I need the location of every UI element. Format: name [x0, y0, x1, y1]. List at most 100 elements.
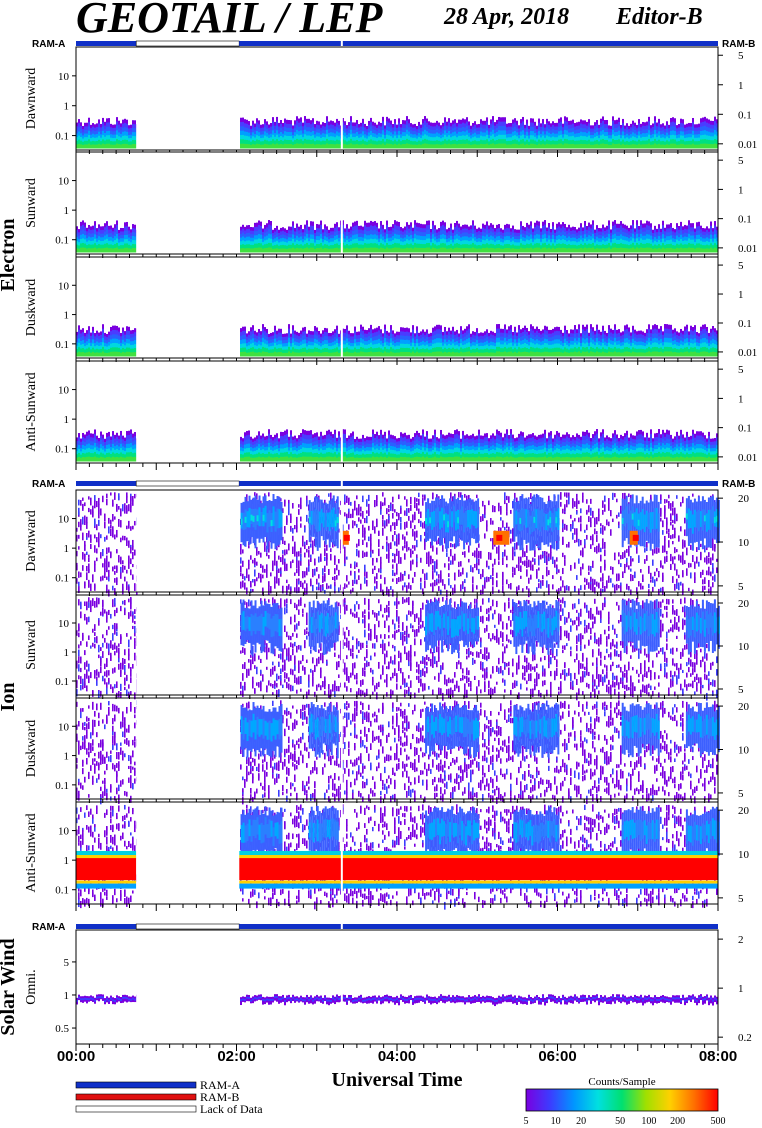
ram-right-label: RAM-B	[722, 479, 755, 490]
panel-solar-wind-omni-: 5 1 0.5 2 1 0.2 Omni.	[24, 929, 752, 1051]
spectrogram-data	[76, 492, 720, 598]
y2-tick-label: 1	[738, 393, 744, 405]
y-tick-label: 1	[64, 310, 70, 322]
y-tick-label: 1	[64, 205, 70, 217]
spectrogram-data	[76, 994, 718, 1007]
ram-a-segment	[239, 481, 719, 486]
legend-swatch	[75, 1105, 197, 1113]
y-tick-label: 10	[58, 826, 70, 838]
y2-tick-label: 0.01	[738, 243, 757, 255]
y-tick-label: 1	[64, 414, 70, 426]
ram-status-bar: RAM-A RAM-B	[32, 39, 755, 50]
legend-label: RAM-A	[200, 1078, 240, 1092]
group-label: Electron	[0, 219, 19, 292]
y2-tick-label: 0.1	[738, 318, 752, 330]
spectrogram-data	[76, 116, 718, 149]
spectrogram-data	[76, 429, 718, 462]
y-tick-label: 10	[58, 71, 70, 83]
y2-tick-label: 20	[738, 493, 750, 505]
panel-ylabel: Sunward	[24, 178, 39, 228]
y-tick-label: 10	[58, 618, 70, 630]
y2-tick-label: 20	[738, 701, 750, 713]
y2-tick-label: 10	[738, 745, 750, 757]
panel-electron-sunward: 10 1 0.1 5 1 0.1 0.01 Sunward	[24, 151, 757, 261]
no-data-region	[136, 802, 240, 904]
panel-electron-anti-sunward: 10 1 0.1 5 1 0.1 0.01 Anti-Sunward	[24, 360, 757, 470]
panel-ylabel: Anti-Sunward	[24, 813, 39, 892]
no-data-region	[136, 257, 240, 358]
editor-label: Editor-B	[616, 4, 703, 30]
colorbar-tick-label: 10	[551, 1116, 561, 1127]
colorbar: Counts/Sample 5 10 20 50 100 200 500	[524, 1076, 726, 1127]
x-axis-label: Universal Time	[332, 1069, 463, 1091]
panel-ylabel: Duskward	[24, 720, 39, 778]
y2-tick-label: 5	[738, 364, 744, 376]
no-data-region	[136, 361, 240, 463]
y2-tick-label: 1	[738, 289, 744, 301]
group-label: Ion	[0, 683, 19, 712]
data-gap-line	[340, 361, 343, 463]
y-tick-label: 1	[64, 543, 70, 555]
data-gap-line	[340, 802, 343, 904]
y2-tick-label: 0.1	[738, 214, 752, 226]
data-gap-line	[340, 257, 343, 358]
x-tick-label: 08:00	[699, 1048, 737, 1065]
ram-status-bar: RAM-A	[32, 922, 719, 933]
y2-tick-label: 5	[738, 50, 744, 62]
colorbar-tick-label: 100	[641, 1116, 656, 1127]
panel-ylabel: Anti-Sunward	[24, 372, 39, 451]
y2-tick-label: 0.01	[738, 139, 757, 151]
y-tick-label: 10	[58, 176, 70, 188]
y-tick-label: 0.1	[55, 780, 69, 792]
legend-label: Lack of Data	[200, 1102, 263, 1116]
y-tick-label: 10	[58, 385, 70, 397]
panel-ylabel: Dawnward	[24, 68, 39, 129]
y-tick-label: 10	[58, 514, 70, 526]
y-tick-label: 0.1	[55, 885, 69, 897]
legend-swatch	[75, 1081, 197, 1089]
ram-right-label: RAM-B	[722, 39, 755, 50]
panel-ion-dawnward: 10 1 0.1 20 10 5 Dawnward	[24, 489, 750, 599]
colorbar-gradient	[525, 1088, 719, 1112]
y2-tick-label: 5	[738, 893, 744, 905]
page-title: GEOTAIL / LEP	[76, 0, 383, 42]
panel-ylabel: Sunward	[24, 620, 39, 670]
y2-tick-label: 5	[738, 788, 744, 800]
colorbar-tick-label: 5	[524, 1116, 529, 1127]
panel-ylabel: Duskward	[24, 279, 39, 337]
y-tick-label: 0.1	[55, 676, 69, 688]
y2-tick-label: 5	[738, 581, 744, 593]
date-label: 28 Apr, 2018	[444, 4, 570, 30]
spectrogram-data	[76, 324, 718, 357]
y2-tick-label: 1	[738, 184, 744, 196]
y2-tick-label: 1	[738, 80, 744, 92]
y2-tick-label: 5	[738, 260, 744, 272]
no-data-region	[136, 152, 240, 254]
no-data-region	[136, 930, 240, 1044]
y2-tick-label: 0.1	[738, 423, 752, 435]
legend-label: RAM-B	[200, 1090, 239, 1104]
panel-ion-duskward: 10 1 0.1 20 10 5 Duskward	[24, 697, 750, 806]
ram-a-segment	[239, 41, 719, 46]
no-data-region	[136, 47, 240, 150]
y-tick-label: 1	[64, 855, 70, 867]
colorbar-tick-label: 200	[670, 1116, 685, 1127]
status-gap-mark	[340, 924, 343, 929]
x-tick-label: 06:00	[538, 1048, 576, 1065]
spectrogram-data	[76, 804, 720, 910]
x-tick-label: 04:00	[378, 1048, 416, 1065]
lack-of-data-segment	[135, 480, 240, 487]
no-data-region	[136, 595, 240, 695]
y2-tick-label: 10	[738, 537, 750, 549]
lack-of-data-segment	[135, 923, 240, 930]
ram-a-segment	[76, 41, 137, 46]
y-tick-label: 0.1	[55, 131, 69, 143]
colorbar-tick-label: 500	[711, 1116, 726, 1127]
y-tick-label: 1	[64, 751, 70, 763]
ram-left-label: RAM-A	[32, 922, 65, 933]
y2-tick-label: 0.2	[738, 1032, 752, 1044]
spectrogram-data	[76, 700, 720, 805]
legend-swatch	[75, 1093, 197, 1101]
no-data-region	[136, 698, 240, 799]
